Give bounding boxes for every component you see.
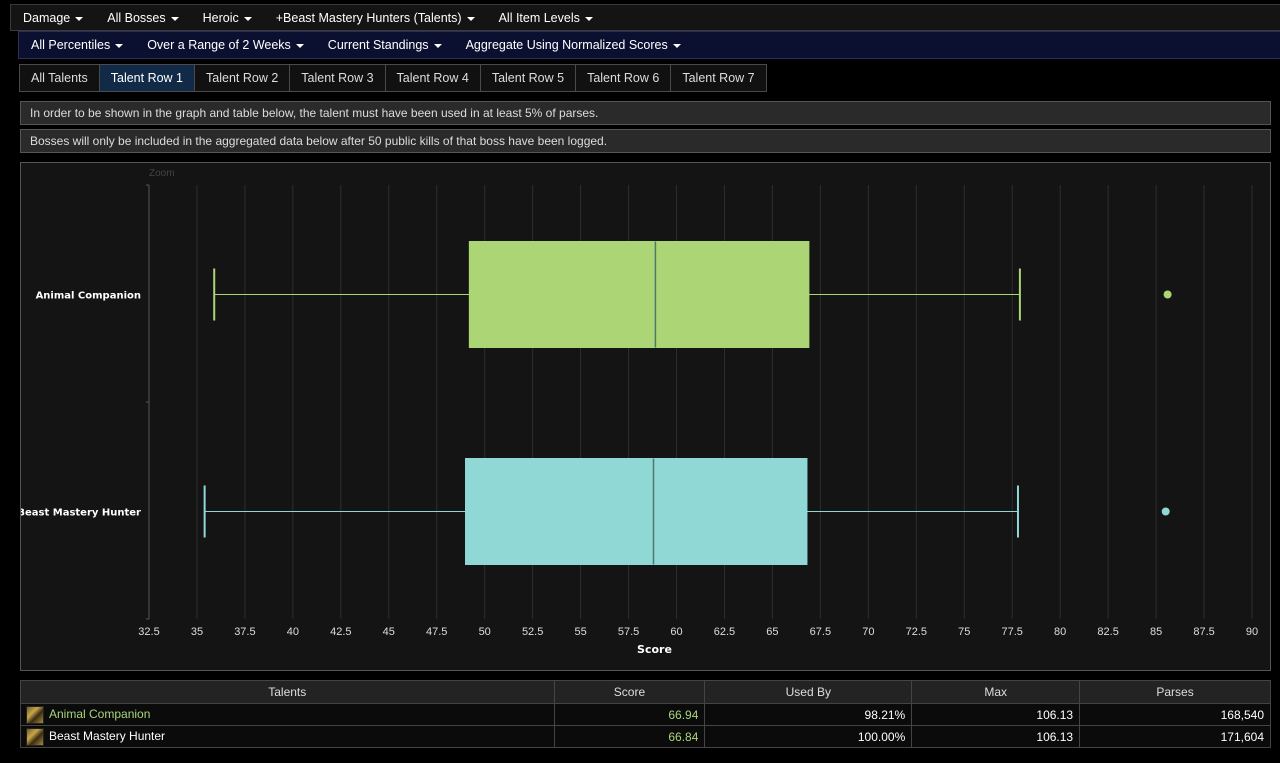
x-tick-label: 35 [191,626,203,638]
y-category-label: Beast Mastery Hunter [21,508,141,519]
caret-down-icon [584,16,593,21]
table-row: Animal Companion 66.94 98.21% 106.13 168… [20,703,1271,726]
x-tick-label: 52.5 [522,626,543,638]
x-tick-label: 87.5 [1193,626,1214,638]
boxplot-svg: 32.5 35 37.5 40 42.5 45 47.5 50 52.5 55 57.5 60 62.5… [21,184,1258,656]
talent-icon [26,705,44,724]
caret-down-icon [672,44,681,48]
score-cell: 66.94 [553,703,706,726]
used-by-cell: 98.21% [704,703,913,726]
x-tick-label: 57.5 [618,626,639,638]
menu-time-range[interactable]: Over a Range of 2 Weeks [135,38,316,52]
x-tick-label: 60 [670,626,682,638]
x-tick-label: 80 [1054,626,1066,638]
used-by-cell: 100.00% [704,725,913,748]
tab-talent-row-2[interactable]: Talent Row 2 [194,64,291,92]
parses-cell: 168,540 [1079,703,1271,726]
menu-label: Current Standings [327,38,429,52]
caret-down-icon [170,16,179,21]
talent-stats-table: Talents Score Used By Max Parses Animal … [20,680,1271,748]
tab-all-talents[interactable]: All Talents [19,64,100,92]
primary-filter-bar: Damage All Bosses Heroic +Beast Mastery … [10,4,1280,31]
tab-talent-row-1[interactable]: Talent Row 1 [98,64,196,92]
col-header-max[interactable]: Max [911,680,1081,704]
caret-down-icon [433,44,442,48]
menu-label: All Item Levels [498,10,580,25]
tab-talent-row-4[interactable]: Talent Row 4 [384,64,481,92]
iqr-box [465,458,808,565]
caret-down-icon [243,16,252,21]
iqr-box [468,241,810,348]
x-tick-label: 47.5 [426,626,447,638]
talent-name-cell[interactable]: Animal Companion [20,703,555,726]
x-tick-label: 72.5 [906,626,927,638]
x-tick-label: 50 [479,626,491,638]
menu-label: +Beast Mastery Hunters (Talents) [275,10,462,25]
secondary-filter-bar: All Percentiles Over a Range of 2 Weeks … [18,31,1280,59]
menu-difficulty[interactable]: Heroic [191,11,264,25]
x-tick-label: 62.5 [714,626,735,638]
talent-name: Animal Companion [49,706,151,721]
menu-aggregate[interactable]: Aggregate Using Normalized Scores [454,38,693,52]
x-tick-label: 37.5 [234,626,255,638]
caret-down-icon [295,44,304,48]
talent-name: Beast Mastery Hunter [49,728,166,743]
menu-label: Heroic [202,10,239,25]
menu-item-levels[interactable]: All Item Levels [487,11,605,25]
boss-kills-notice: Bosses will only be included in the aggr… [20,129,1271,153]
usage-threshold-notice: In order to be shown in the graph and ta… [20,101,1271,125]
x-tick-label: 75 [958,626,970,638]
max-cell: 106.13 [911,703,1081,726]
x-tick-label: 82.5 [1097,626,1118,638]
caret-down-icon [115,44,124,48]
menu-metric[interactable]: Damage [11,11,95,25]
tab-talent-row-3[interactable]: Talent Row 3 [289,64,386,92]
x-axis-title: Score [637,643,672,656]
x-tick-label: 45 [383,626,395,638]
talent-name-cell[interactable]: Beast Mastery Hunter [20,725,555,748]
x-tick-label: 70 [862,626,874,638]
x-tick-label: 55 [574,626,586,638]
zoom-label: Zoom [149,168,175,179]
caret-down-icon [75,16,84,21]
parses-cell: 171,604 [1079,725,1271,748]
menu-spec[interactable]: +Beast Mastery Hunters (Talents) [264,11,487,25]
table-row: Beast Mastery Hunter 66.84 100.00% 106.1… [20,725,1271,748]
menu-percentiles[interactable]: All Percentiles [19,38,135,52]
talent-row-tabs: All Talents Talent Row 1 Talent Row 2 Ta… [19,64,767,92]
outlier-point [1161,507,1170,516]
caret-down-icon [466,16,475,21]
col-header-talents[interactable]: Talents [20,680,555,704]
y-category-label: Animal Companion [36,291,141,302]
menu-label: All Bosses [107,10,166,25]
tab-talent-row-7[interactable]: Talent Row 7 [670,64,767,92]
col-header-used-by[interactable]: Used By [704,680,913,704]
max-cell: 106.13 [911,725,1081,748]
menu-bosses[interactable]: All Bosses [95,11,190,25]
talent-icon [26,727,44,746]
col-header-parses[interactable]: Parses [1079,680,1271,704]
menu-label: Damage [23,10,71,25]
x-tick-label: 90 [1246,626,1258,638]
x-tick-label: 65 [766,626,778,638]
x-tick-label: 40 [287,626,299,638]
col-header-score[interactable]: Score [553,680,706,704]
x-tick-label: 42.5 [330,626,351,638]
menu-label: All Percentiles [31,38,111,52]
outlier-point [1163,290,1172,299]
score-cell: 66.84 [553,725,706,748]
tab-talent-row-5[interactable]: Talent Row 5 [479,64,577,92]
score-boxplot-chart: Zoom 32.5 35 37.5 40 42.5 45 47.5 50 52.5 55 57.5 6… [20,162,1271,671]
x-tick-label: 85 [1150,626,1162,638]
menu-standings[interactable]: Current Standings [316,38,454,52]
x-tick-label: 32.5 [138,626,159,638]
menu-label: Aggregate Using Normalized Scores [465,38,668,52]
table-header-row: Talents Score Used By Max Parses [20,680,1271,704]
tab-talent-row-6[interactable]: Talent Row 6 [575,64,672,92]
x-tick-label: 67.5 [810,626,831,638]
menu-label: Over a Range of 2 Weeks [147,38,291,52]
x-tick-label: 77.5 [1002,626,1023,638]
